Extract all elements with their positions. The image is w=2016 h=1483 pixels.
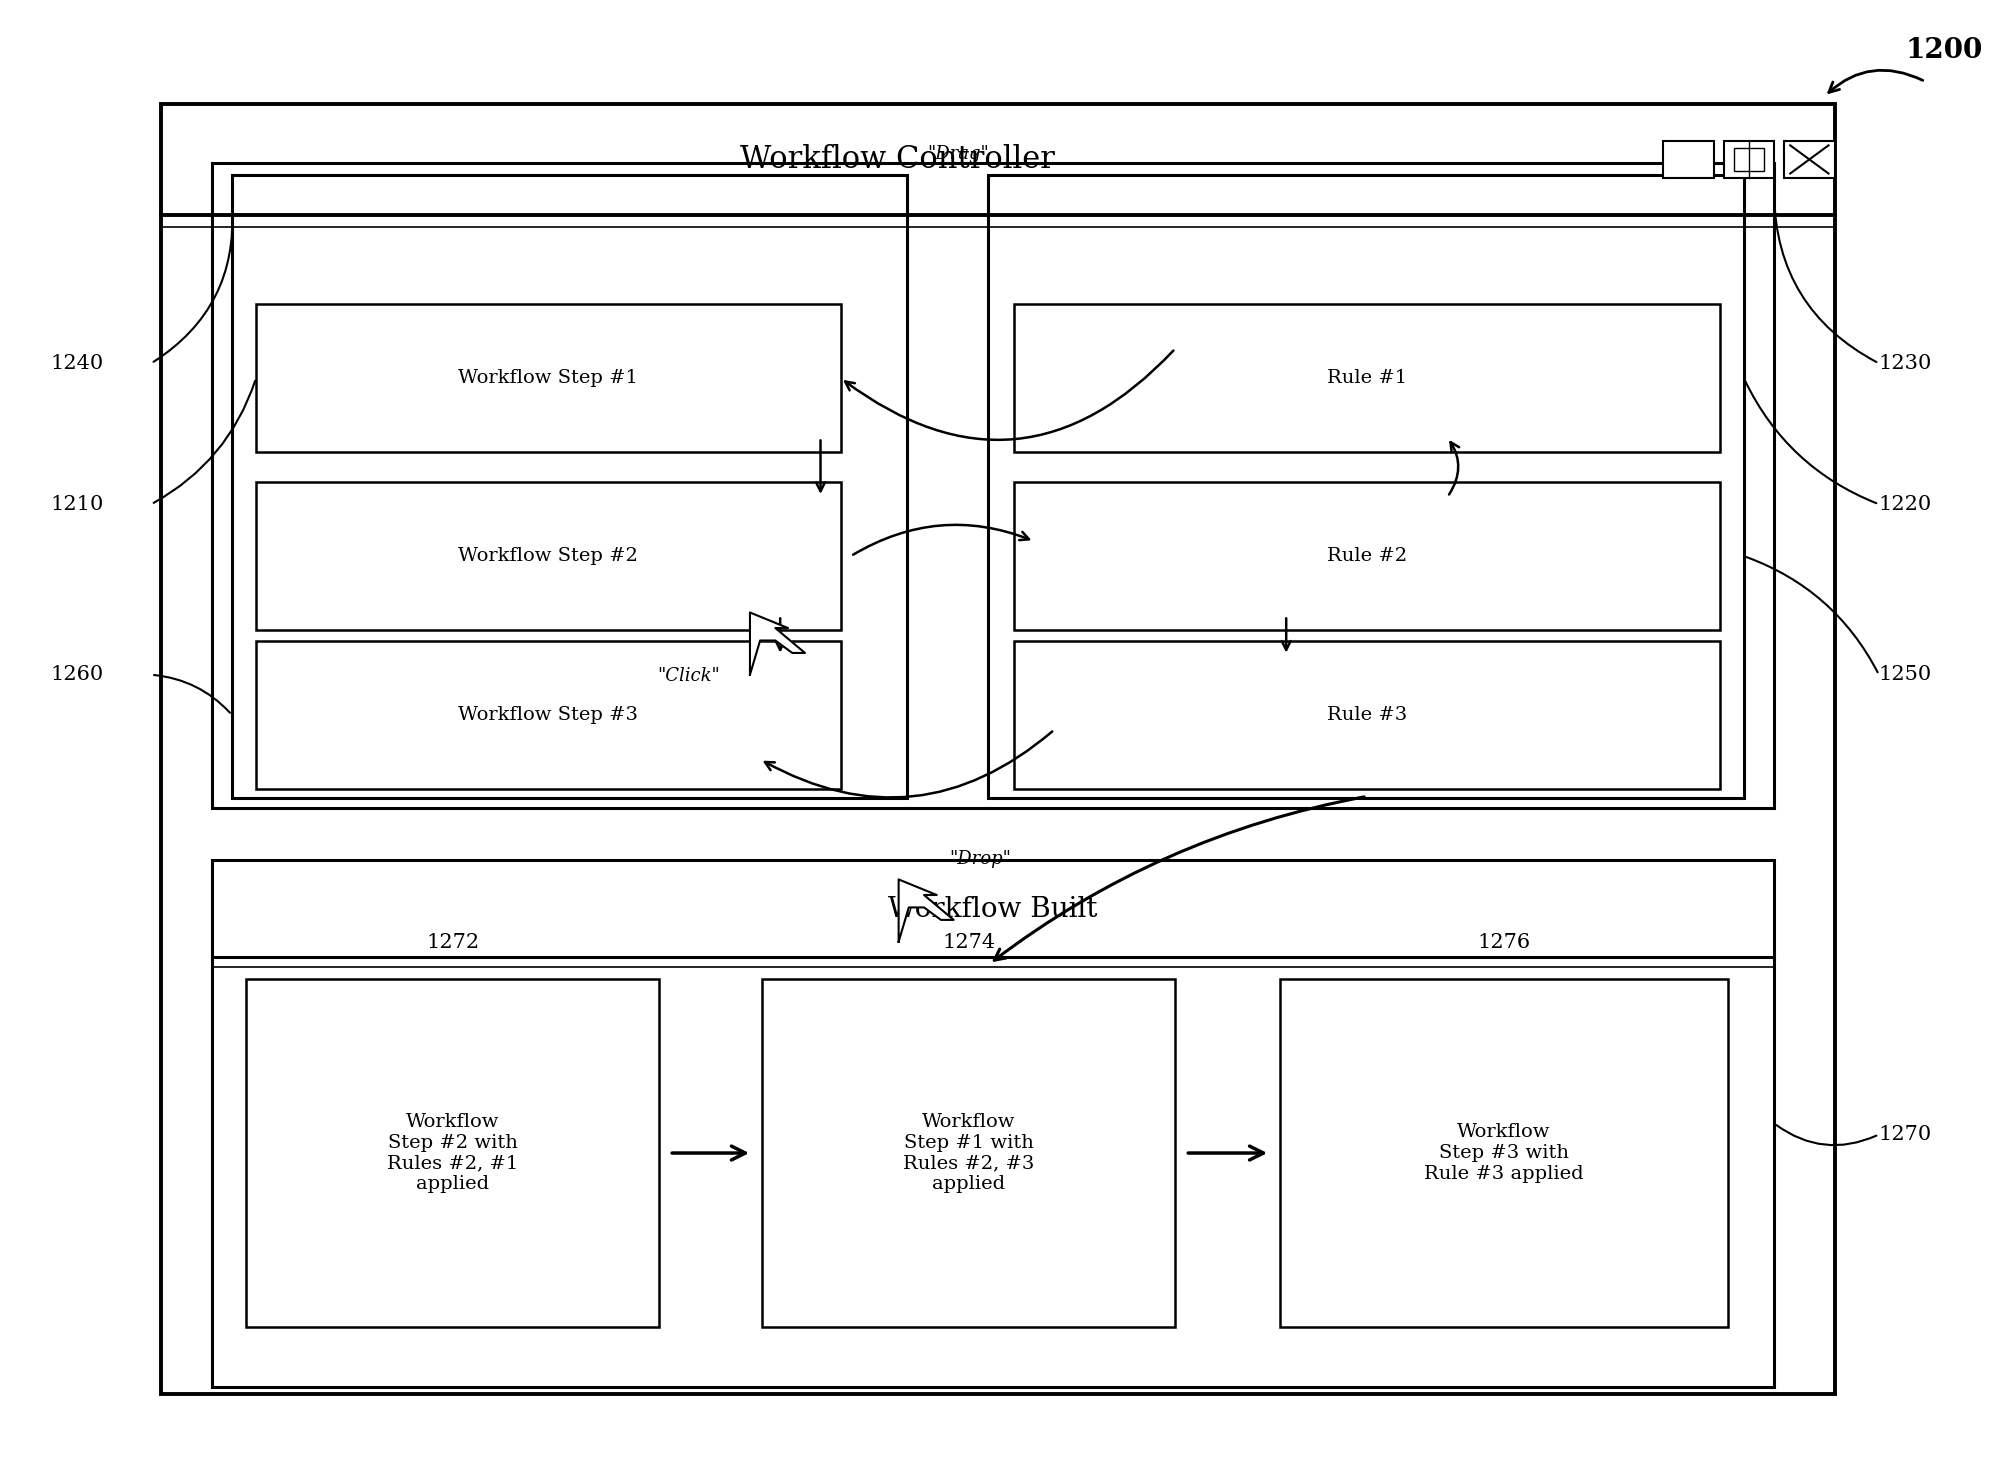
Bar [1724,141,1774,178]
Bar [212,860,1774,1387]
Text: 1272: 1272 [425,933,480,952]
Bar [988,175,1744,798]
Text: Workflow Built: Workflow Built [889,896,1097,922]
Polygon shape [750,612,804,675]
Bar [1014,304,1720,452]
Text: 1200: 1200 [1905,37,1982,64]
Text: Workflow
Step #3 with
Rule #3 applied: Workflow Step #3 with Rule #3 applied [1423,1123,1585,1183]
Bar [762,979,1175,1327]
Text: 1210: 1210 [50,495,103,513]
Text: "Drag": "Drag" [927,145,990,163]
Bar [1663,141,1714,178]
Text: 1230: 1230 [1879,354,1931,372]
Text: Rule #1: Rule #1 [1327,369,1407,387]
Text: 1274: 1274 [941,933,996,952]
Text: Workflow Step #2: Workflow Step #2 [458,547,639,565]
Bar [212,163,1774,808]
Text: 1250: 1250 [1879,666,1931,684]
Bar [1014,482,1720,630]
Bar [1280,979,1728,1327]
Text: Workflow Step #1: Workflow Step #1 [458,369,639,387]
Text: Workflow Step #3: Workflow Step #3 [458,706,639,724]
Text: Workflow
Step #2 with
Rules #2, #1
applied: Workflow Step #2 with Rules #2, #1 appli… [387,1112,518,1194]
Bar [1734,148,1764,171]
Text: 1276: 1276 [1478,933,1530,952]
Bar [1014,641,1720,789]
Text: Workflow Controller: Workflow Controller [740,144,1054,175]
Bar [246,979,659,1327]
Bar [232,175,907,798]
Bar [1784,141,1835,178]
Text: 1270: 1270 [1879,1126,1931,1143]
Text: Rule #3: Rule #3 [1327,706,1407,724]
Text: 1220: 1220 [1879,495,1931,513]
Bar [161,104,1835,1394]
Text: Workflow
Step #1 with
Rules #2, #3
applied: Workflow Step #1 with Rules #2, #3 appli… [903,1112,1034,1194]
Text: "Drop": "Drop" [950,850,1010,868]
Bar [256,482,841,630]
Polygon shape [899,879,954,942]
Text: "Click": "Click" [657,667,720,685]
Text: Rule #2: Rule #2 [1327,547,1407,565]
Text: 1240: 1240 [50,354,103,372]
Bar [256,641,841,789]
Text: 1260: 1260 [50,666,103,684]
Bar [256,304,841,452]
